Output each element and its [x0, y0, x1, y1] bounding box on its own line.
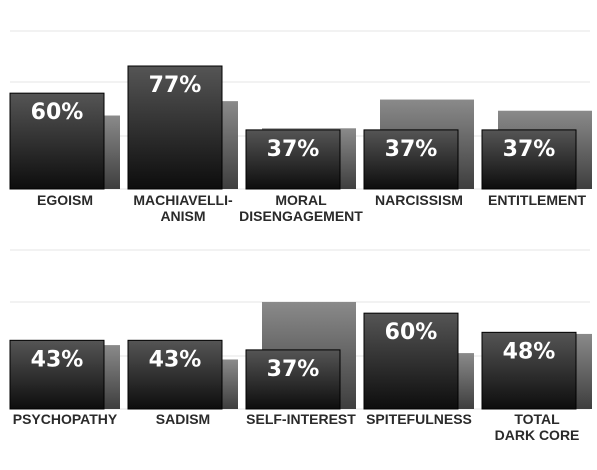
category-label: NARCISSISM [375, 192, 463, 208]
value-label: 60% [385, 320, 438, 345]
value-label: 37% [267, 137, 320, 162]
value-bar [127, 65, 223, 190]
value-label: 48% [503, 339, 556, 364]
category-label: SPITEFULNESS [366, 411, 472, 427]
chart-panel-1: 60% EGOISM 77% MACHIAVELLI-ANISM 37% MORAL DIS… [9, 30, 592, 224]
value-label: 60% [31, 100, 84, 125]
value-label: 37% [385, 137, 438, 162]
value-bar [245, 129, 341, 190]
value-bar [363, 312, 459, 410]
category-label: TOTAL DARK CORE [495, 411, 580, 443]
value-bar [245, 349, 341, 410]
value-label: 37% [503, 137, 556, 162]
category-label: PSYCHOPATHY [13, 411, 118, 427]
category-label: MORAL DISENGAGEMENT [239, 192, 363, 224]
value-label: 43% [149, 347, 202, 372]
value-label: 77% [149, 73, 202, 98]
value-label: 37% [267, 357, 320, 382]
value-bar [9, 339, 105, 410]
value-label: 43% [31, 347, 84, 372]
category-label: SADISM [156, 411, 210, 427]
category-label: EGOISM [37, 192, 93, 208]
value-bar [481, 331, 577, 410]
category-label: SELF-INTEREST [246, 411, 356, 427]
category-label: MACHIAVELLI-ANISM [133, 192, 233, 224]
value-bar [9, 92, 105, 190]
chart-panel-2: 43% PSYCHOPATHY 43% SADISM 37% SELF-INTEREST 6… [9, 249, 592, 443]
value-bar [481, 129, 577, 190]
value-bar [127, 339, 223, 410]
value-bar [363, 129, 459, 190]
category-label: ENTITLEMENT [488, 192, 586, 208]
